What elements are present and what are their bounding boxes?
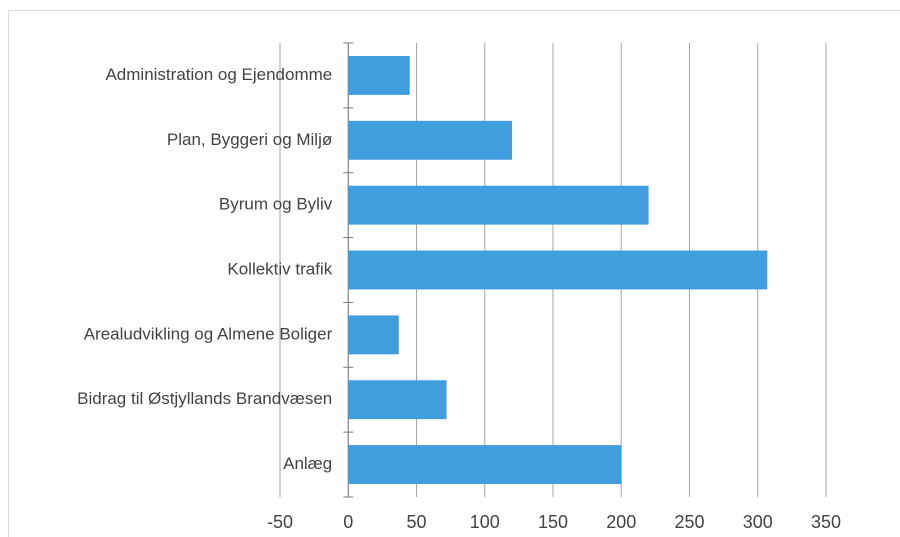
y-tick-label: Administration og Ejendomme <box>105 65 332 84</box>
y-tick-label: Anlæg <box>283 454 332 473</box>
x-tick-label: 300 <box>743 512 773 532</box>
x-tick-label: -50 <box>267 512 293 532</box>
x-tick-label: 100 <box>470 512 500 532</box>
x-tick-label: 200 <box>606 512 636 532</box>
y-tick-label: Byrum og Byliv <box>219 195 333 214</box>
x-tick-label: 0 <box>343 512 353 532</box>
x-tick-label: 250 <box>674 512 704 532</box>
x-tick-label: 150 <box>538 512 568 532</box>
y-tick-label: Plan, Byggeri og Miljø <box>167 130 332 149</box>
chart-frame <box>8 10 900 537</box>
y-tick-label: Kollektiv trafik <box>227 259 332 278</box>
y-tick-label: Arealudvikling og Almene Boliger <box>84 324 333 343</box>
bar <box>348 445 622 485</box>
bar <box>348 55 410 95</box>
x-tick-label: 350 <box>811 512 841 532</box>
bar <box>348 315 399 355</box>
bar <box>348 250 768 290</box>
y-tick-label: Bidrag til Østjyllands Brandvæsen <box>77 389 332 408</box>
x-tick-label: 50 <box>406 512 426 532</box>
bar <box>348 185 649 225</box>
bar <box>348 120 513 160</box>
bar <box>348 380 447 420</box>
